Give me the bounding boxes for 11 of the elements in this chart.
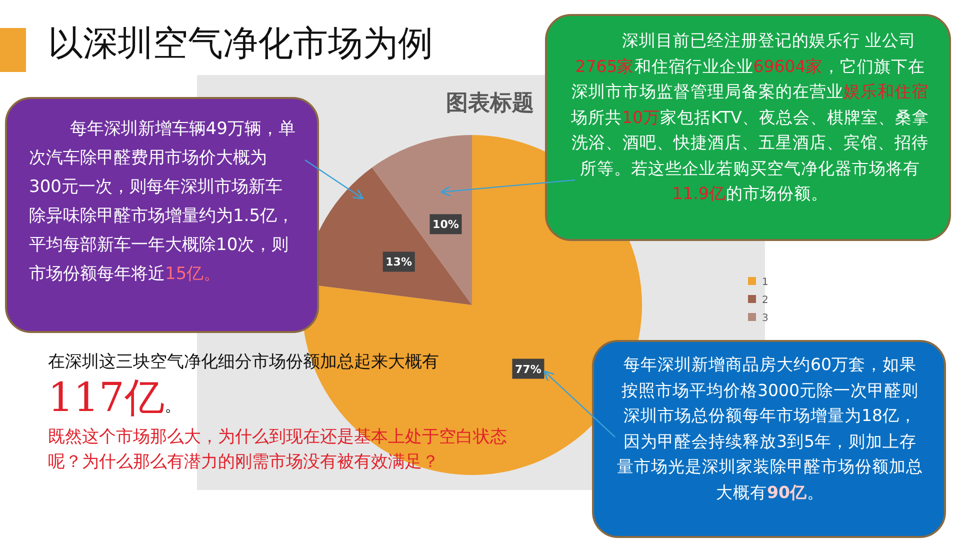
text: 每年深圳新增车辆49万辆，单次汽车除甲醛费用市场价大概为300元一次，则每年深圳市场新车除异味除甲醛市场增量约为1.5亿，平均每部新车一年大概除10次，则市场份额每年将近15亿。 bbox=[5, 97, 319, 333]
data-label: 77% bbox=[515, 362, 542, 376]
legend-label: 3 bbox=[762, 313, 768, 324]
legend-label: 1 bbox=[762, 277, 768, 288]
data-label: 10% bbox=[432, 218, 459, 232]
legend-label: 2 bbox=[762, 295, 768, 306]
text: 以深圳空气净化市场为例 bbox=[48, 23, 434, 66]
data-label: 13% bbox=[386, 256, 412, 269]
text: 每年深圳新增商品房大约60万套，如果按照市场平均价格3000元除一次甲醛则深圳市场总份额每年市场增量为18亿，因为甲醛会持续释放3到5年，则加上存量市场光是深圳家装除甲醛市场份额加总大概有90亿。 bbox=[592, 340, 946, 538]
text: 深圳目前已经注册登记的娱乐行 业公司2765家和住宿行业企业69604家，它们旗下在深圳市市场监督管理局备案的在营业娱乐和住宿场所共10万家包括KTV、夜总会、棋牌室、桑拿洗浴、酒吧、快捷酒店、五星酒店、宾馆、招待所等。若这些企业若购买空气净化器市场将有11.9亿的市场份额。 bbox=[571, 31, 929, 203]
chart-title: 图表标题 bbox=[446, 91, 534, 116]
